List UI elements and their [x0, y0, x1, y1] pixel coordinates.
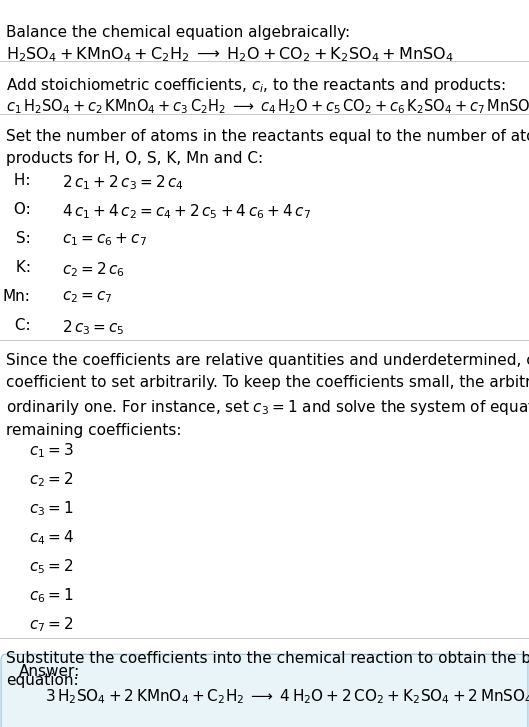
Text: Substitute the coefficients into the chemical reaction to obtain the balanced
eq: Substitute the coefficients into the che… — [6, 651, 529, 688]
Text: Set the number of atoms in the reactants equal to the number of atoms in the
pro: Set the number of atoms in the reactants… — [6, 129, 529, 166]
Text: K:: K: — [11, 260, 31, 276]
Text: $c_7 = 2$: $c_7 = 2$ — [29, 616, 74, 635]
Text: C:: C: — [10, 318, 31, 334]
Text: $2\,c_1 + 2\,c_3 = 2\,c_4$: $2\,c_1 + 2\,c_3 = 2\,c_4$ — [62, 173, 184, 192]
Text: $c_1 = 3$: $c_1 = 3$ — [29, 441, 74, 460]
Text: Mn:: Mn: — [3, 289, 31, 305]
Text: H:: H: — [9, 173, 31, 188]
Text: Balance the chemical equation algebraically:: Balance the chemical equation algebraica… — [6, 25, 351, 41]
Text: $c_2 = 2$: $c_2 = 2$ — [29, 470, 74, 489]
Text: S:: S: — [11, 231, 31, 246]
Text: $\mathrm{H_2SO_4 + KMnO_4 + C_2H_2 \;\longrightarrow\; H_2O + CO_2 + K_2SO_4 + M: $\mathrm{H_2SO_4 + KMnO_4 + C_2H_2 \;\lo… — [6, 45, 454, 64]
Text: $c_2 = 2\,c_6$: $c_2 = 2\,c_6$ — [62, 260, 125, 279]
Text: $4\,c_1 + 4\,c_2 = c_4 + 2\,c_5 + 4\,c_6 + 4\,c_7$: $4\,c_1 + 4\,c_2 = c_4 + 2\,c_5 + 4\,c_6… — [62, 202, 311, 221]
Text: Answer:: Answer: — [19, 664, 80, 679]
Text: $c_3 = 1$: $c_3 = 1$ — [29, 499, 74, 518]
Text: Add stoichiometric coefficients, $c_i$, to the reactants and products:: Add stoichiometric coefficients, $c_i$, … — [6, 76, 506, 95]
Text: $c_4 = 4$: $c_4 = 4$ — [29, 529, 74, 547]
Text: $c_1\,\mathrm{H_2SO_4} + c_2\,\mathrm{KMnO_4} + c_3\,\mathrm{C_2H_2} \;\longrigh: $c_1\,\mathrm{H_2SO_4} + c_2\,\mathrm{KM… — [6, 97, 529, 116]
FancyBboxPatch shape — [1, 654, 528, 727]
Text: $2\,c_3 = c_5$: $2\,c_3 = c_5$ — [62, 318, 125, 337]
Text: $c_1 = c_6 + c_7$: $c_1 = c_6 + c_7$ — [62, 231, 148, 248]
Text: $3\,\mathrm{H_2SO_4} + 2\,\mathrm{KMnO_4} + \mathrm{C_2H_2} \;\longrightarrow\; : $3\,\mathrm{H_2SO_4} + 2\,\mathrm{KMnO_4… — [45, 687, 529, 706]
Text: $c_6 = 1$: $c_6 = 1$ — [29, 587, 74, 606]
Text: $c_5 = 2$: $c_5 = 2$ — [29, 558, 74, 577]
Text: O:: O: — [9, 202, 31, 217]
Text: $c_2 = c_7$: $c_2 = c_7$ — [62, 289, 113, 305]
Text: Since the coefficients are relative quantities and underdetermined, choose a
coe: Since the coefficients are relative quan… — [6, 353, 529, 438]
